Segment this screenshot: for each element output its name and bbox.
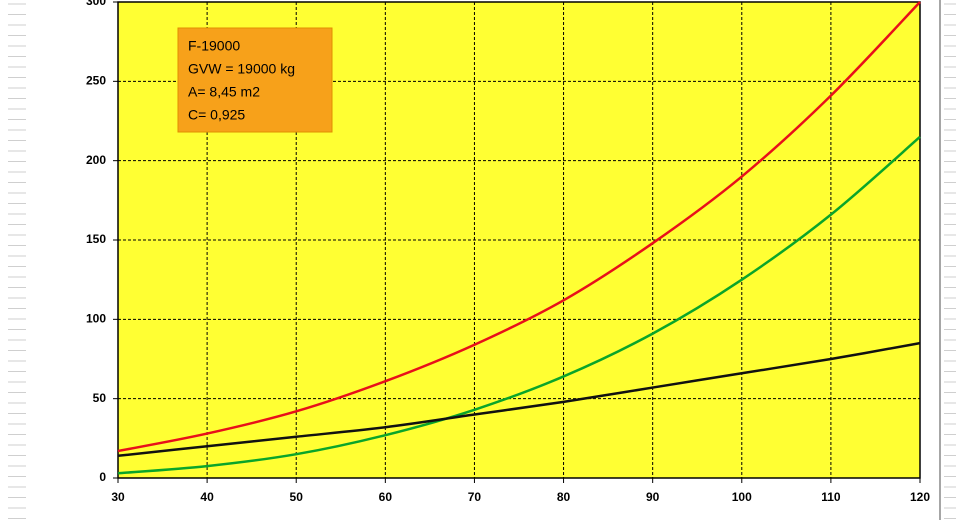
y-tick-label: 300 [86,0,106,8]
x-tick-label: 110 [821,490,841,504]
x-tick-label: 30 [111,490,125,504]
x-tick-label: 80 [557,490,571,504]
y-tick-label: 50 [93,391,107,405]
series-line [117,341,921,458]
y-tick-label: 150 [86,232,106,246]
series-line [117,135,921,475]
x-tick-label: 70 [468,490,482,504]
y-tick-label: 100 [86,312,106,326]
x-tick-label: 60 [379,490,393,504]
y-tick-label: 200 [86,153,106,167]
x-tick-label: 50 [290,490,304,504]
annotation-background [177,27,333,133]
annotation-line: A= 8,45 m2 [188,84,260,100]
annotation-line: C= 0,925 [188,107,245,123]
x-tick-label: 90 [646,490,660,504]
y-tick-label: 250 [86,74,106,88]
series-line [117,1,921,453]
annotation-box: F-19000 GVW = 19000 kg A= 8,45 m2 C= 0,925 [177,27,333,133]
y-tick-label: 0 [99,470,106,484]
x-tick-label: 40 [200,490,214,504]
annotation-line: F-19000 [188,38,240,54]
x-tick-label: 100 [732,490,752,504]
x-tick-label: 120 [910,490,930,504]
plot-border [117,1,921,479]
annotation-line: GVW = 19000 kg [188,61,295,77]
